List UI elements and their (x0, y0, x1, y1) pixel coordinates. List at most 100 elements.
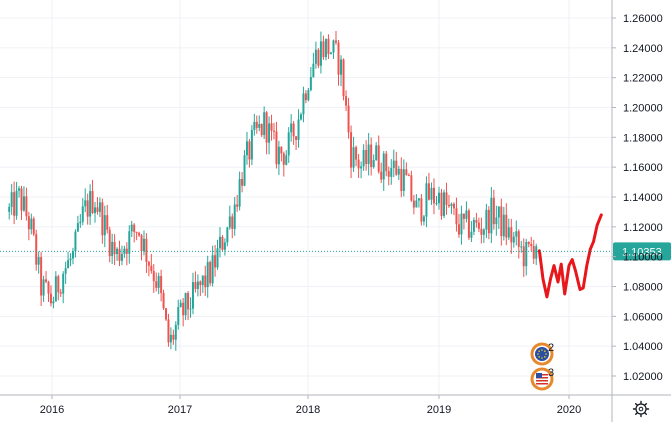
y-tick-label: 1.26000 (623, 13, 663, 25)
y-tick-label: 1.16000 (623, 162, 663, 174)
candle-body (314, 49, 317, 64)
candle-body (120, 253, 123, 261)
candle-body (500, 206, 503, 237)
candle-body (432, 187, 435, 204)
projection-point (596, 224, 598, 226)
candle-body (497, 206, 500, 218)
candle-body (317, 49, 320, 66)
candle-body (270, 123, 273, 131)
candle-body (482, 229, 485, 235)
candle-body (167, 319, 170, 343)
candle-body (287, 132, 290, 156)
markers-layer[interactable]: 23 (530, 342, 554, 391)
candle-body (362, 149, 365, 167)
x-tick-label: 2018 (296, 404, 320, 416)
candle-body (395, 160, 398, 175)
candle-body (420, 198, 423, 222)
candle-body (103, 215, 106, 236)
candle-body (76, 223, 79, 232)
candle-body (322, 41, 325, 58)
candle-body (211, 255, 214, 284)
candle-body (445, 192, 448, 205)
candle-body (18, 188, 21, 191)
candle-body (37, 257, 40, 265)
candle-body (57, 276, 60, 293)
candle-body (447, 204, 450, 207)
candle-body (49, 293, 52, 304)
candle-body (487, 209, 490, 234)
candle-body (59, 292, 62, 294)
projection-point (553, 265, 555, 267)
flag-star (541, 357, 543, 359)
gear-icon[interactable] (632, 400, 650, 418)
candle-body (130, 224, 133, 232)
y-tick-label: 1.18000 (623, 132, 663, 144)
projection-point (589, 248, 591, 250)
candle-body (169, 334, 172, 343)
projection-point (575, 271, 577, 273)
candle-body (422, 216, 425, 222)
candle-body (184, 293, 187, 316)
y-tick-label: 1.22000 (623, 73, 663, 85)
candle-body (165, 308, 168, 320)
candle-body (470, 231, 473, 238)
candle-body (45, 279, 48, 282)
candle-body (250, 129, 253, 160)
candle-body (196, 281, 199, 289)
candle-body (15, 190, 18, 216)
candle-body (275, 131, 278, 165)
event-marker[interactable]: 3 (530, 367, 554, 391)
flag-star (538, 356, 540, 358)
candle-body (199, 281, 202, 286)
marker-ring (530, 367, 554, 391)
candle-body (152, 271, 155, 282)
candle-body (435, 203, 438, 205)
candle-body (128, 231, 131, 254)
candle-body (204, 275, 207, 288)
candle-body (71, 251, 74, 259)
candle-body (307, 90, 310, 101)
candle-body (238, 178, 241, 207)
candle-body (390, 167, 393, 177)
candle-body (324, 38, 327, 58)
candle-body (295, 136, 298, 140)
flag-canton (536, 373, 542, 378)
candle-body (138, 232, 141, 236)
candle-body (133, 224, 136, 232)
event-marker[interactable]: 2 (530, 342, 554, 366)
x-tick-label: 2017 (168, 404, 192, 416)
candle-body (492, 197, 495, 225)
candle-body (357, 159, 360, 169)
projection-point (579, 288, 581, 290)
projection-point (586, 265, 588, 267)
candle-body (206, 262, 209, 288)
candle-body (372, 160, 375, 168)
candle-body (375, 145, 378, 161)
candle-body (350, 132, 353, 168)
candle-body (347, 105, 350, 133)
candle-body (517, 231, 520, 247)
candle-body (412, 200, 415, 208)
candle-body (290, 123, 293, 133)
candle-body (327, 38, 330, 54)
candle-body (150, 265, 153, 272)
candle-body (467, 210, 470, 238)
candle-body (397, 168, 400, 175)
candle-body (218, 236, 221, 249)
candle-body (74, 231, 77, 252)
candle-body (475, 219, 478, 223)
candle-body (91, 191, 94, 214)
y-tick-label: 1.02000 (623, 371, 663, 383)
candle-body (81, 206, 84, 222)
candle-body (527, 241, 530, 245)
candle-body (522, 246, 525, 267)
candle-body (430, 187, 433, 200)
projection-point (568, 265, 570, 267)
candle-body (309, 77, 312, 91)
candle-body (226, 227, 229, 243)
current-price-label: 1.10353 (622, 246, 662, 258)
candle-body (260, 123, 263, 136)
